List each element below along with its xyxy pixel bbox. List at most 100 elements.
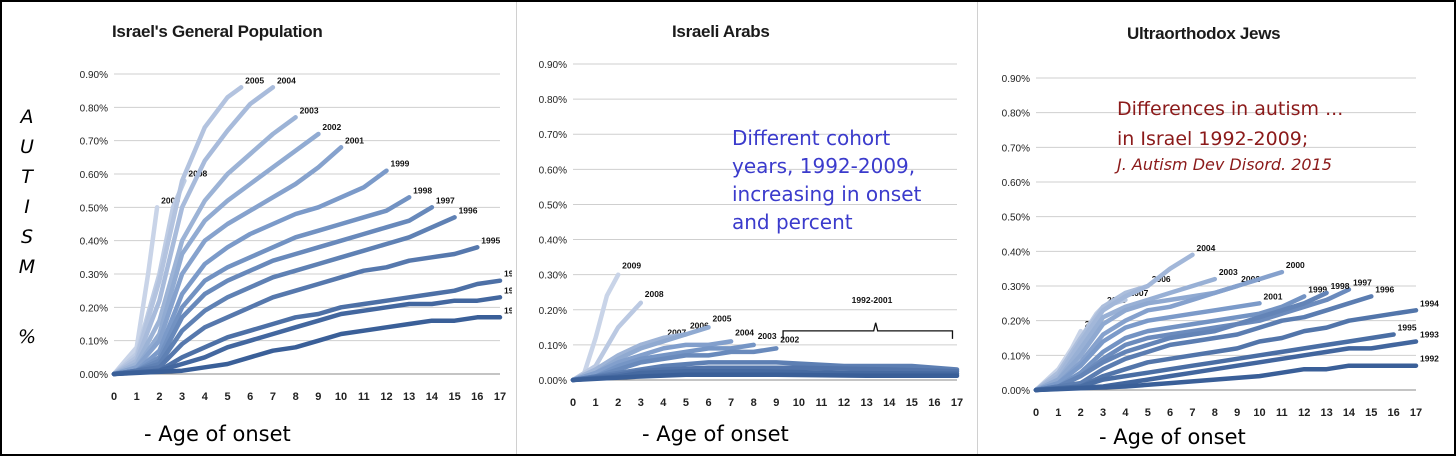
x-tick-label: 3 [1100, 407, 1106, 419]
series-line [111, 295, 503, 377]
series-label: 1997 [436, 195, 455, 205]
annotation-center: Different cohort years, 1992-2009, incre… [732, 124, 921, 236]
series-label: 1994 [1420, 298, 1439, 308]
y-tick-label: 0.30% [80, 270, 108, 281]
x-tick-label: 3 [179, 391, 185, 403]
y-tick-label: 0.40% [80, 237, 108, 248]
series-label: 2007 [1129, 288, 1148, 298]
bracket-label: 1992-2001 [852, 295, 893, 305]
series-label: 2001 [345, 135, 364, 145]
x-tick-label: 15 [448, 391, 460, 403]
y-tick-label: 0.90% [80, 70, 108, 81]
y-tick-label: 0.60% [539, 165, 567, 176]
series-label: 2002 [1241, 274, 1260, 284]
series-label: 1997 [1353, 277, 1372, 287]
chart-general-population: 0.00% 0.10% 0.20% 0.30% 0.40% 0.50% 0.60% 0.70%… [80, 70, 512, 403]
series-label: 1992 [504, 305, 512, 315]
x-tick-label: 14 [883, 397, 896, 409]
series-line [570, 372, 960, 383]
annotation-right-citation: J. Autism Dev Disord. 2015 [1117, 155, 1332, 174]
y-label-letter: M [18, 256, 36, 278]
x-tick-label: 13 [403, 391, 415, 403]
series-label: 1998 [413, 185, 432, 195]
series-label: 2003 [300, 105, 319, 115]
series-label: 1993 [504, 285, 512, 295]
x-tick-label: 16 [928, 397, 940, 409]
series-line [111, 85, 276, 377]
y-tick-label: 0.40% [539, 236, 567, 247]
annotation-center-line: Different cohort [732, 126, 891, 150]
x-tick-label: 7 [270, 391, 276, 403]
series-label: 2004 [735, 327, 754, 337]
y-label-letter: T [21, 166, 33, 188]
x-tick-label: 14 [1343, 407, 1356, 419]
x-tick-label: 1 [1055, 407, 1061, 419]
series-label: 1994 [504, 269, 512, 279]
y-tick-label: 0.20% [80, 303, 108, 314]
series-line [1033, 294, 1374, 393]
series-label: 2003 [1219, 267, 1238, 277]
x-tick-label: 17 [951, 397, 963, 409]
x-tick-label: 15 [1365, 407, 1377, 419]
x-tick-label: 2 [1078, 407, 1084, 419]
x-tick-label: 10 [793, 397, 805, 409]
x-tick-label: 11 [816, 397, 828, 409]
y-tick-label: 0.50% [539, 200, 567, 211]
x-axis-title-text: Age of onset [158, 422, 291, 446]
x-tick-label: 6 [247, 391, 253, 403]
x-tick-label: 16 [471, 391, 483, 403]
panel-divider [516, 2, 517, 454]
y-tick-label: 0.90% [539, 60, 567, 71]
y-tick-label: 0.50% [1002, 213, 1030, 224]
x-tick-label: 1 [134, 391, 140, 403]
series-line [1033, 308, 1419, 393]
x-tick-label: 12 [838, 397, 850, 409]
x-axis-title-text: Age of onset [1113, 425, 1246, 449]
series-line [111, 115, 298, 377]
y-label-letter: S [20, 226, 34, 248]
annotation-right-line1: Differences in autism ... [1117, 98, 1344, 120]
series-line [111, 145, 344, 377]
x-tick-label: 9 [315, 391, 321, 403]
x-axis-title-text: Age of onset [656, 422, 789, 446]
series-label: 2004 [1196, 243, 1215, 253]
y-tick-label: 0.60% [1002, 178, 1030, 189]
series-line [111, 205, 160, 377]
series-label: 1996 [1375, 284, 1394, 294]
y-tick-label: 0.80% [80, 103, 108, 114]
series-line [111, 278, 503, 377]
bracket [782, 322, 954, 339]
series-label: 1999 [1308, 284, 1327, 294]
y-label-letter: I [24, 196, 30, 218]
chart-israeli-arabs: 0.00% 0.10% 0.20% 0.30% 0.40% 0.50% 0.60% 0.70%… [539, 60, 963, 409]
y-tick-label: 0.70% [539, 130, 567, 141]
series-line [1033, 252, 1195, 393]
series-label: 2000 [1286, 260, 1305, 270]
x-tick-label: 8 [293, 391, 299, 403]
panel-title-general-population: Israel's General Population [112, 22, 323, 41]
series-label: 2006 [690, 320, 709, 330]
x-tick-label: 5 [1145, 407, 1151, 419]
x-tick-label: 0 [111, 391, 117, 403]
y-tick-label: 0.60% [80, 170, 108, 181]
series-line [111, 205, 435, 377]
x-axis-title-general-population: - Age of onset [144, 422, 291, 446]
y-tick-label: 0.80% [539, 95, 567, 106]
y-tick-label: 0.50% [80, 203, 108, 214]
y-tick-label: 0.70% [80, 137, 108, 148]
x-tick-label: 11 [1276, 407, 1288, 419]
x-tick-label: 13 [1320, 407, 1332, 419]
x-tick-label: 12 [1298, 407, 1310, 419]
x-tick-label: 0 [1033, 407, 1039, 419]
series-label: 2004 [277, 75, 296, 85]
y-tick-label: 0.10% [80, 337, 108, 348]
series-label: 2009 [622, 261, 641, 271]
annotation-center-line: increasing in onset [732, 182, 922, 206]
x-tick-label: 10 [1253, 407, 1265, 419]
series-label: 2001 [1264, 291, 1283, 301]
series-label: 2009 [161, 195, 180, 205]
y-axis-vertical-label: A U T I S M % [16, 102, 38, 352]
x-tick-label: 4 [660, 397, 667, 409]
x-tick-label: 3 [638, 397, 644, 409]
